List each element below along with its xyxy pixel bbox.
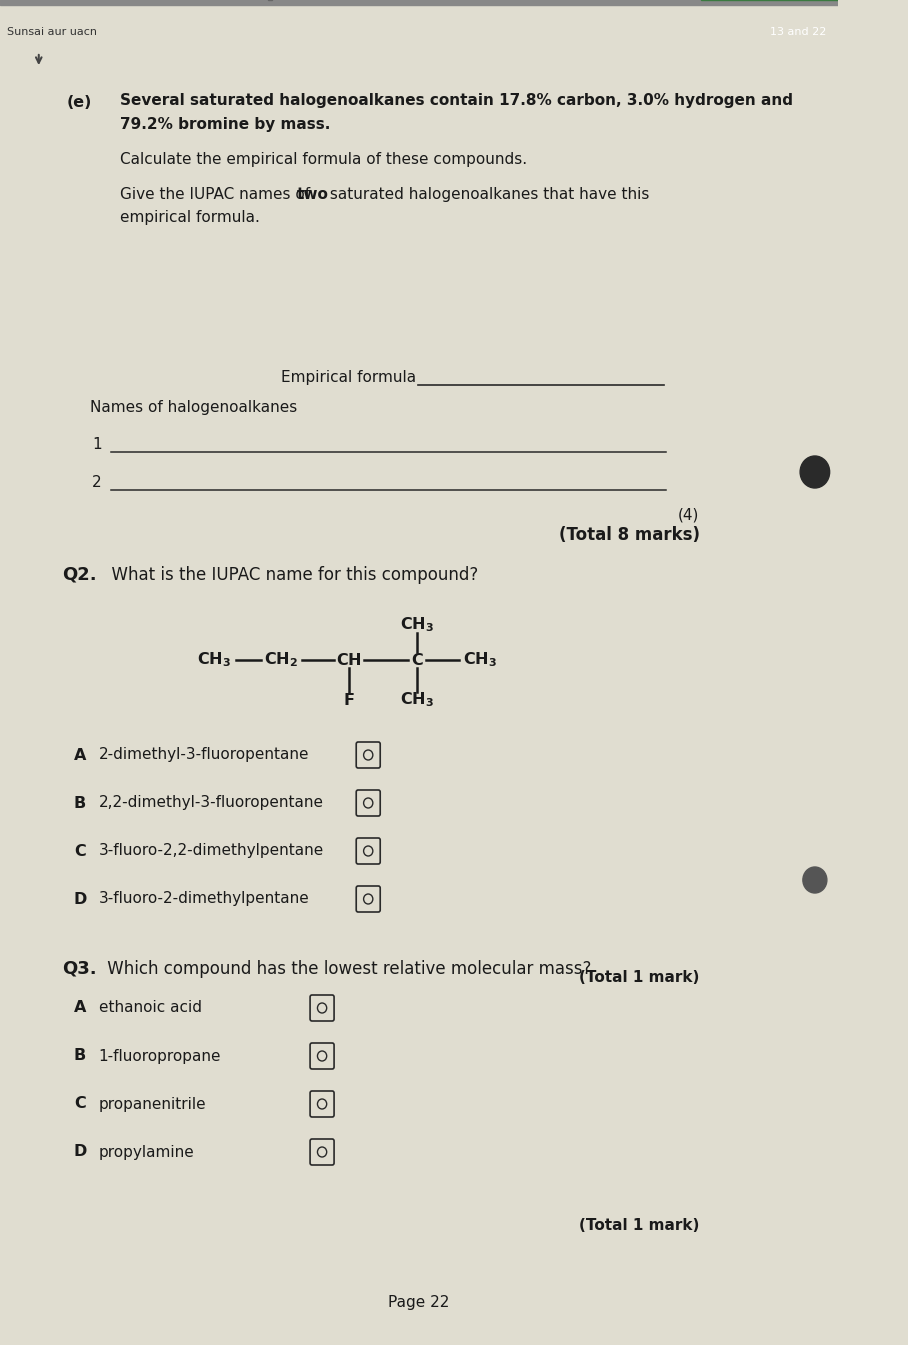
Text: (Total 1 mark): (Total 1 mark) — [579, 970, 699, 985]
Text: $\mathbf{CH_3}$: $\mathbf{CH_3}$ — [197, 651, 232, 670]
Text: empirical formula.: empirical formula. — [120, 210, 260, 225]
Text: $\mathbf{C}$: $\mathbf{C}$ — [410, 652, 423, 668]
Text: Give the IUPAC names of: Give the IUPAC names of — [120, 187, 315, 202]
Text: 3-fluoro-2-dimethylpentane: 3-fluoro-2-dimethylpentane — [99, 892, 310, 907]
Text: 1: 1 — [93, 437, 102, 452]
FancyBboxPatch shape — [356, 886, 380, 912]
Text: (Total 1 mark): (Total 1 mark) — [579, 1219, 699, 1233]
FancyBboxPatch shape — [356, 838, 380, 863]
FancyBboxPatch shape — [356, 742, 380, 768]
FancyBboxPatch shape — [310, 1139, 334, 1165]
Text: 3-fluoro-2,2-dimethylpentane: 3-fluoro-2,2-dimethylpentane — [99, 843, 324, 858]
Text: 13 and 22: 13 and 22 — [770, 27, 826, 38]
Text: (e): (e) — [66, 95, 92, 110]
Text: Page 22: Page 22 — [389, 1295, 449, 1310]
Text: Q2.: Q2. — [62, 566, 96, 584]
Text: saturated halogenoalkanes that have this: saturated halogenoalkanes that have this — [325, 187, 649, 202]
Text: propylamine: propylamine — [99, 1145, 194, 1159]
Text: propanenitrile: propanenitrile — [99, 1096, 206, 1111]
FancyBboxPatch shape — [310, 1042, 334, 1069]
Text: Empirical formula: Empirical formula — [281, 370, 417, 385]
Text: $\mathbf{F}$: $\mathbf{F}$ — [343, 691, 355, 707]
Text: 2: 2 — [93, 475, 102, 490]
Text: 79.2% bromine by mass.: 79.2% bromine by mass. — [120, 117, 331, 132]
Text: $\mathbf{CH_3}$: $\mathbf{CH_3}$ — [463, 651, 497, 670]
Text: Calculate the empirical formula of these compounds.: Calculate the empirical formula of these… — [120, 152, 528, 167]
Text: A: A — [74, 1001, 86, 1015]
Circle shape — [800, 456, 830, 488]
Text: $\mathbf{CH_3}$: $\mathbf{CH_3}$ — [400, 616, 434, 635]
FancyBboxPatch shape — [310, 995, 334, 1021]
Text: (Total 8 marks): (Total 8 marks) — [558, 526, 699, 543]
Text: ethanoic acid: ethanoic acid — [99, 1001, 202, 1015]
Text: D: D — [74, 892, 87, 907]
Text: B: B — [74, 1049, 86, 1064]
Text: Q3.: Q3. — [62, 960, 96, 978]
Text: (4): (4) — [678, 508, 699, 523]
Text: 2-dimethyl-3-fluoropentane: 2-dimethyl-3-fluoropentane — [99, 748, 310, 763]
Text: C: C — [74, 1096, 85, 1111]
Text: Which compound has the lowest relative molecular mass?: Which compound has the lowest relative m… — [102, 960, 591, 978]
Text: 2,2-dimethyl-3-fluoropentane: 2,2-dimethyl-3-fluoropentane — [99, 795, 324, 811]
Text: What is the IUPAC name for this compound?: What is the IUPAC name for this compound… — [101, 566, 478, 584]
Text: $\mathbf{CH_2}$: $\mathbf{CH_2}$ — [264, 651, 299, 670]
Circle shape — [803, 868, 827, 893]
Text: 1-fluoropropane: 1-fluoropropane — [99, 1049, 222, 1064]
Text: Several saturated halogenoalkanes contain 17.8% carbon, 3.0% hydrogen and: Several saturated halogenoalkanes contai… — [120, 93, 793, 108]
FancyBboxPatch shape — [310, 1091, 334, 1116]
Text: A: A — [74, 748, 86, 763]
FancyBboxPatch shape — [356, 790, 380, 816]
Bar — [0, 0, 838, 5]
Text: C: C — [74, 843, 85, 858]
Text: $\mathbf{CH_3}$: $\mathbf{CH_3}$ — [400, 690, 434, 709]
Text: Sunsai aur uacn: Sunsai aur uacn — [7, 27, 97, 38]
Text: Names of halogenoalkanes: Names of halogenoalkanes — [90, 399, 297, 416]
Text: D: D — [74, 1145, 87, 1159]
Text: $\mathbf{CH}$: $\mathbf{CH}$ — [336, 652, 361, 668]
Text: two: two — [297, 187, 329, 202]
Text: B: B — [74, 795, 86, 811]
